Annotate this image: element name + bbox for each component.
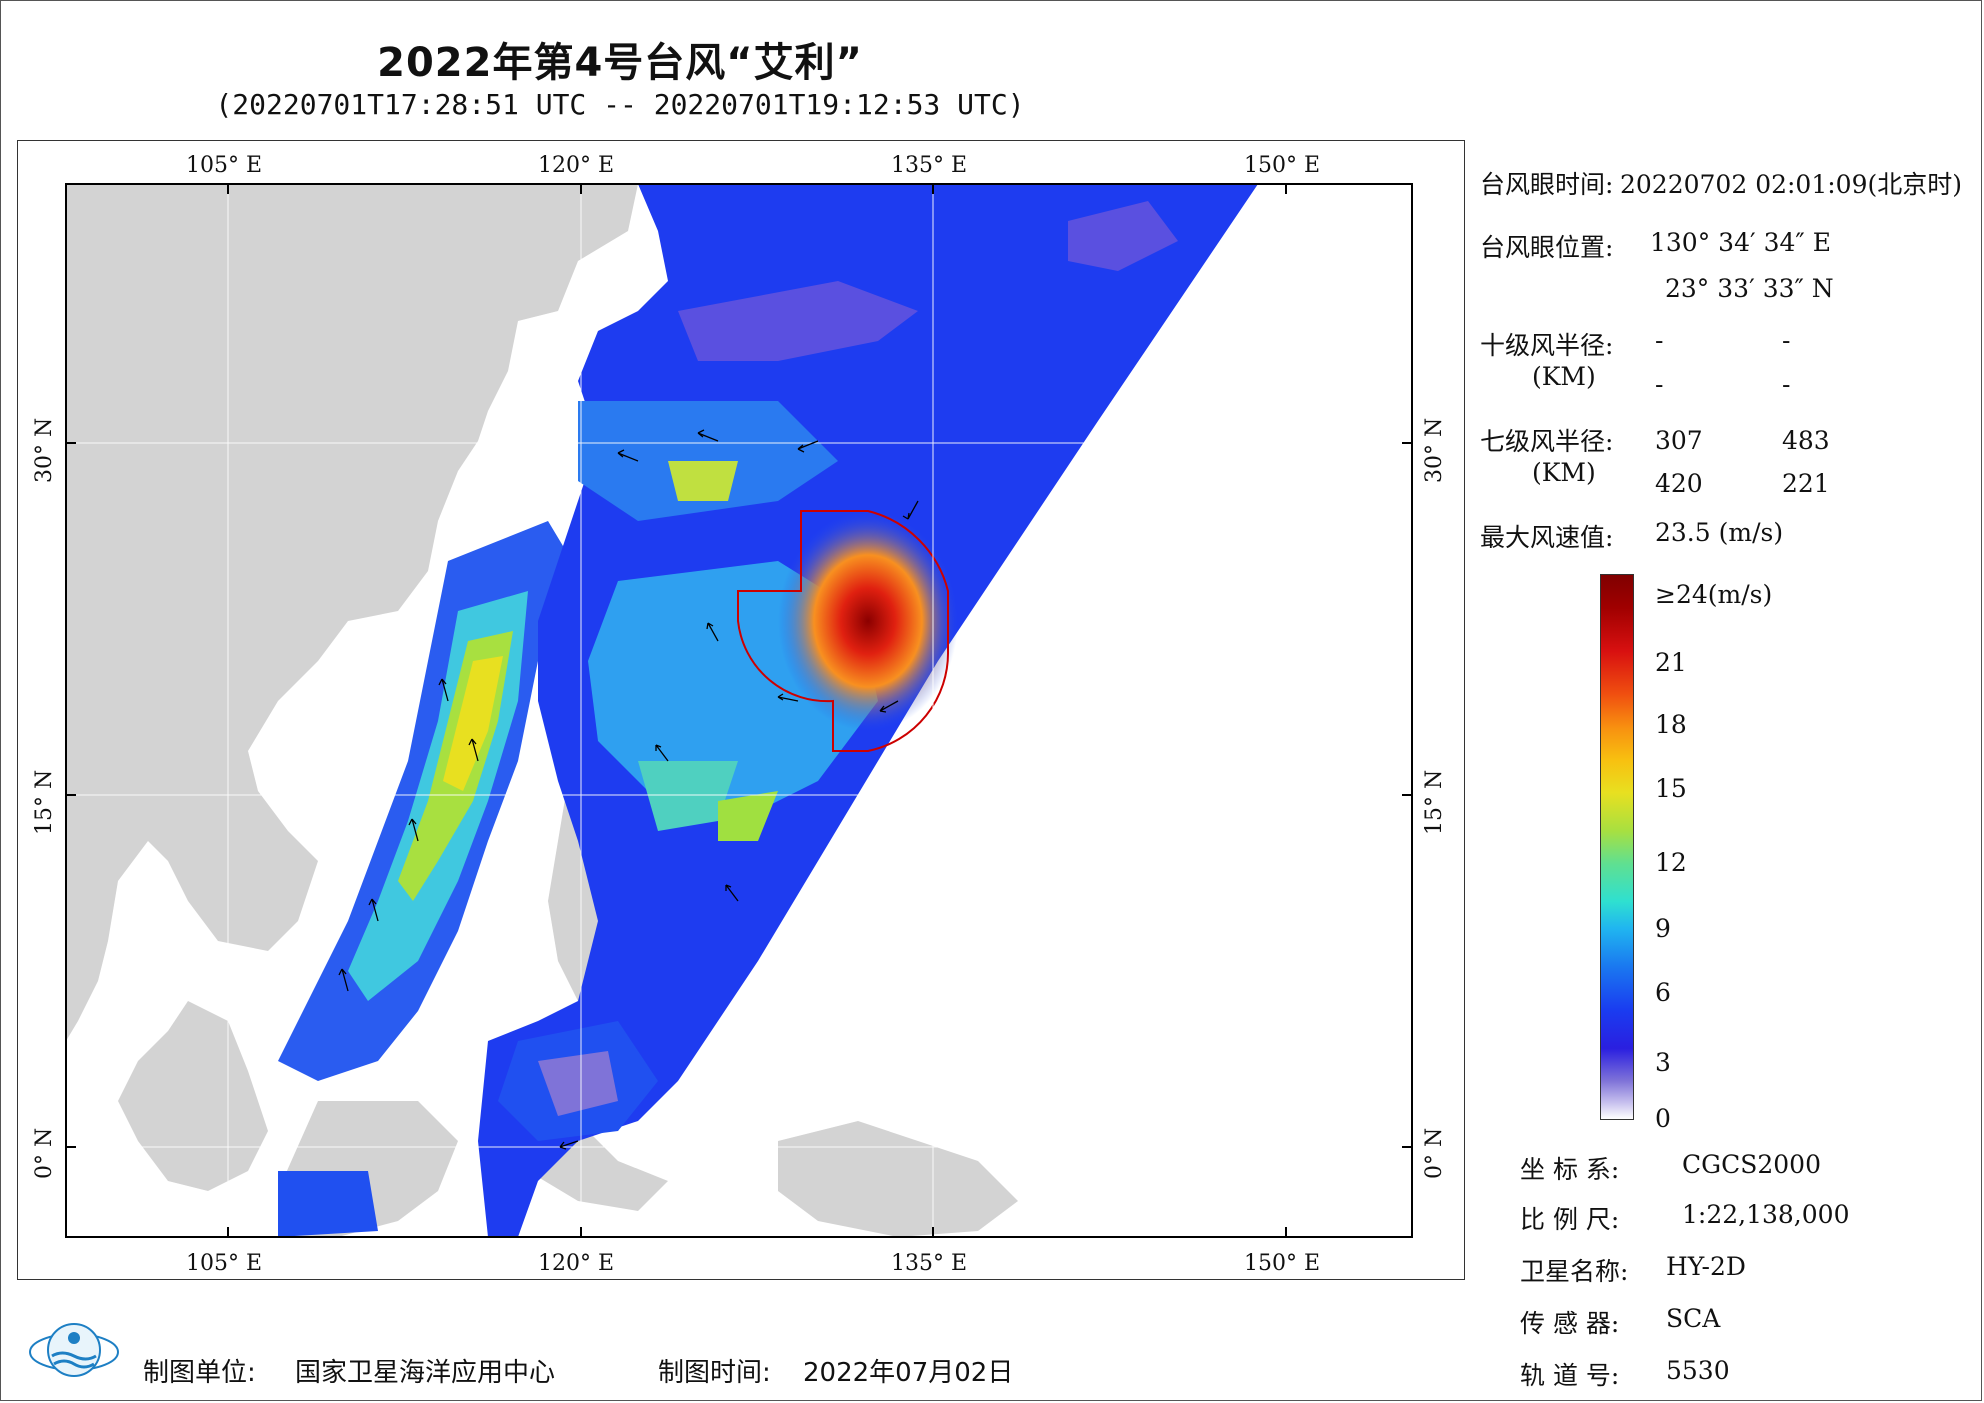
r10-label: 十级风半径: [1480, 331, 1614, 360]
eye-time-label: 台风眼时间: [1480, 170, 1614, 199]
r7-unit: (KM) [1532, 458, 1596, 487]
eye-pos-label: 台风眼位置: [1480, 233, 1614, 262]
sat-value: HY-2D [1666, 1252, 1746, 1281]
max-wind-label: 最大风速值: [1480, 523, 1614, 552]
colorbar-label-0: 0 [1655, 1104, 1671, 1133]
wind-speed-colorbar [1600, 574, 1634, 1120]
colorbar-label-15: 15 [1655, 774, 1687, 803]
lat-label-right-0: 0° N [1422, 1127, 1447, 1179]
colorbar-label-3: 3 [1655, 1048, 1671, 1077]
max-wind-value: 23.5 (m/s) [1655, 518, 1784, 547]
org-label: 制图单位: [143, 1358, 256, 1388]
map-frame: 105° E 120° E 135° E 150° E 105° E 120° … [17, 140, 1465, 1280]
colorbar-label-21: 21 [1655, 648, 1687, 677]
r10-value-ne: - [1655, 326, 1664, 355]
axis-ticks [66, 184, 1412, 1237]
r10-value-nw: - [1782, 370, 1791, 399]
eye-lat: 23° 33′ 33″ N [1665, 274, 1834, 303]
colorbar-label-24: ≥24(m/s) [1655, 580, 1773, 609]
scale-value: 1:22,138,000 [1682, 1200, 1850, 1229]
lon-label-bottom-120: 120° E [538, 1251, 615, 1276]
r7-value-se: 483 [1782, 426, 1830, 455]
plot-border [65, 183, 1413, 1238]
r10-value-se: - [1782, 326, 1791, 355]
wind-swath-west [278, 521, 578, 1237]
lat-label-right-15: 15° N [1422, 769, 1447, 835]
eye-lon: 130° 34′ 34″ E [1650, 228, 1831, 257]
lat-label-left-0: 0° N [32, 1127, 57, 1179]
orbit-value: 5530 [1666, 1356, 1730, 1385]
date-label: 制图时间: [658, 1358, 771, 1388]
lat-label-left-15: 15° N [32, 769, 57, 835]
crs-label: 坐 标 系: [1520, 1155, 1620, 1184]
lon-label-bottom-150: 150° E [1244, 1251, 1321, 1276]
crs-value: CGCS2000 [1682, 1150, 1821, 1179]
r7-value-ne: 307 [1655, 426, 1703, 455]
map-canvas [65, 183, 1413, 1238]
lon-label-top-150: 150° E [1244, 153, 1321, 178]
lon-label-bottom-135: 135° E [891, 1251, 968, 1276]
wind-vector-field [338, 429, 919, 1150]
r10-value-sw: - [1655, 370, 1664, 399]
colorbar-label-12: 12 [1655, 848, 1687, 877]
lon-label-top-135: 135° E [891, 153, 968, 178]
colorbar-label-18: 18 [1655, 710, 1687, 739]
scale-label: 比 例 尺: [1520, 1205, 1620, 1234]
graticule [66, 184, 1412, 1237]
lon-label-top-105: 105° E [186, 153, 263, 178]
lon-label-bottom-105: 105° E [186, 1251, 263, 1276]
org-value: 国家卫星海洋应用中心 [295, 1358, 556, 1388]
wind-radius-outline [737, 510, 950, 752]
sensor-label: 传 感 器: [1520, 1309, 1620, 1338]
lat-label-right-30: 30° N [1422, 417, 1447, 483]
r7-label: 七级风半径: [1480, 427, 1614, 456]
lon-label-top-120: 120° E [538, 153, 615, 178]
lat-label-left-30: 30° N [32, 417, 57, 483]
r7-value-nw: 221 [1782, 469, 1830, 498]
date-value: 2022年07月02日 [803, 1358, 1014, 1388]
map-subtitle: (20220701T17:28:51 UTC -- 20220701T19:12… [215, 88, 1025, 121]
sat-label: 卫星名称: [1520, 1257, 1629, 1286]
r7-value-sw: 420 [1655, 469, 1703, 498]
colorbar-label-6: 6 [1655, 978, 1671, 1007]
typhoon-core [778, 511, 958, 731]
r10-unit: (KM) [1532, 362, 1596, 391]
sensor-value: SCA [1666, 1304, 1721, 1333]
nsoas-logo-icon [29, 1323, 119, 1377]
colorbar-label-9: 9 [1655, 914, 1671, 943]
eye-time-value: 20220702 02:01:09(北京时) [1620, 170, 1962, 199]
map-title: 2022年第4号台风“艾利” [377, 40, 863, 86]
orbit-label: 轨 道 号: [1520, 1361, 1620, 1390]
